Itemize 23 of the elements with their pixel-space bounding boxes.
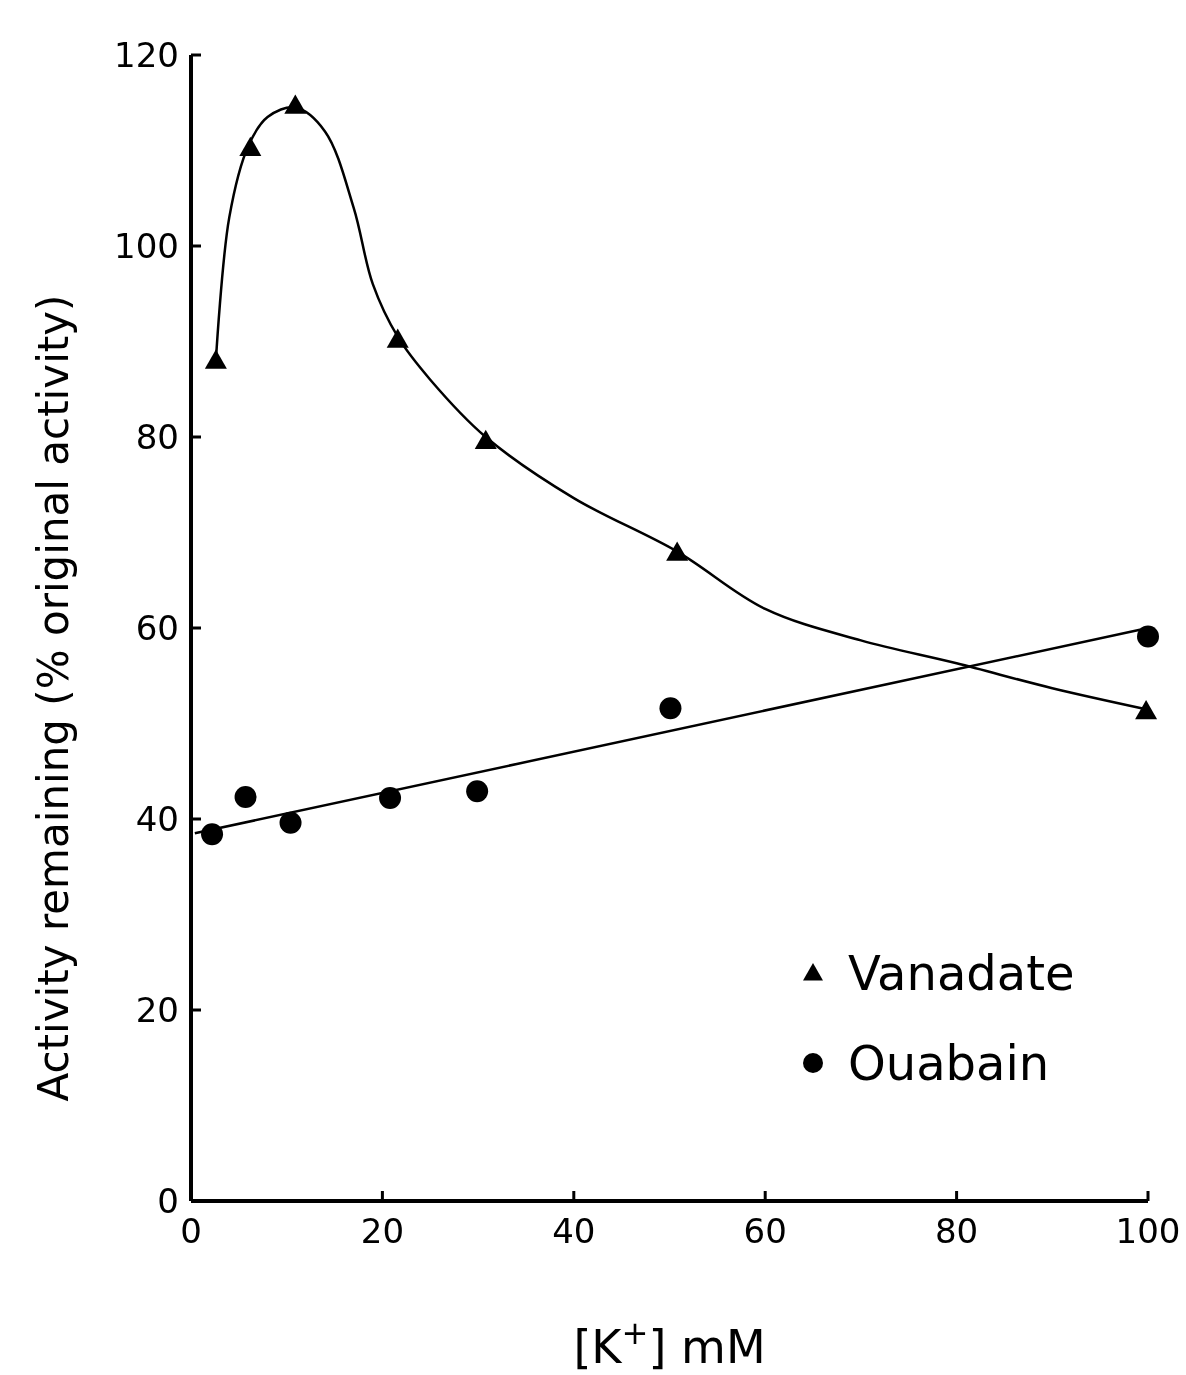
legend-label: Ouabain: [848, 1034, 1050, 1091]
point: [659, 697, 682, 720]
legend-label: Vanadate: [848, 944, 1075, 1001]
x-tick-label: 40: [552, 1211, 596, 1251]
x-axis-title: [K$^{+}$] mM: [573, 1314, 766, 1374]
y-tick-label: 60: [135, 607, 179, 648]
point: [279, 811, 302, 834]
y-axis-title: Activity remaining (% original activity): [29, 294, 78, 1102]
y-tick-label: 40: [135, 798, 179, 839]
x-tick-label: 20: [360, 1211, 405, 1251]
x-tick-label: 60: [743, 1211, 787, 1251]
point: [234, 786, 257, 809]
y-tick-label: 100: [114, 225, 179, 266]
y-tick-label: 120: [114, 34, 179, 75]
y-tick-label: 20: [135, 989, 179, 1030]
point: [1137, 625, 1159, 648]
point: [466, 780, 489, 803]
y-tick-label: 80: [135, 416, 179, 457]
point: [204, 349, 227, 369]
point: [1135, 700, 1158, 720]
x-tick-label: 80: [934, 1211, 979, 1251]
x-tick-label: 100: [1115, 1211, 1181, 1251]
y-tick-label: 0: [157, 1180, 179, 1221]
